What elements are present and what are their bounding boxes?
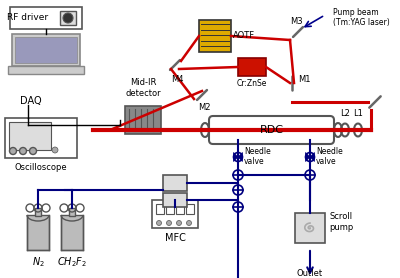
Bar xyxy=(163,175,187,191)
Text: Needle: Needle xyxy=(244,148,271,157)
Circle shape xyxy=(20,148,26,155)
Bar xyxy=(238,58,266,76)
Circle shape xyxy=(63,13,73,23)
Text: Scroll
pump: Scroll pump xyxy=(329,212,353,232)
Bar xyxy=(61,215,83,250)
Bar xyxy=(295,213,325,243)
Bar xyxy=(163,193,187,207)
Bar xyxy=(12,34,80,66)
Circle shape xyxy=(166,220,172,225)
Bar xyxy=(27,215,49,250)
Bar xyxy=(186,204,194,214)
Text: AOTF: AOTF xyxy=(233,31,255,41)
Bar xyxy=(69,208,75,216)
Bar xyxy=(8,66,84,73)
Circle shape xyxy=(156,220,162,225)
Text: RDC: RDC xyxy=(260,125,284,135)
Circle shape xyxy=(30,148,36,155)
Text: Outlet: Outlet xyxy=(297,269,323,278)
Text: Cr:ZnSe: Cr:ZnSe xyxy=(237,79,267,88)
Text: $N_2$: $N_2$ xyxy=(32,255,44,269)
Circle shape xyxy=(10,148,16,155)
Text: Oscilloscope: Oscilloscope xyxy=(15,163,67,172)
Text: $CH_2F_2$: $CH_2F_2$ xyxy=(57,255,87,269)
Text: MFC: MFC xyxy=(164,233,186,243)
Text: valve: valve xyxy=(316,157,337,165)
Text: M2: M2 xyxy=(198,103,210,112)
Polygon shape xyxy=(238,153,242,162)
Bar xyxy=(166,204,174,214)
Bar xyxy=(60,11,76,25)
Circle shape xyxy=(176,220,182,225)
Text: DAQ: DAQ xyxy=(20,96,42,106)
Text: valve: valve xyxy=(244,157,265,165)
Bar xyxy=(5,118,77,158)
Polygon shape xyxy=(306,153,310,162)
Circle shape xyxy=(52,147,58,153)
Text: M3: M3 xyxy=(290,17,302,26)
Bar xyxy=(15,37,77,63)
Text: Mid-IR
detector: Mid-IR detector xyxy=(125,78,161,98)
Text: L2: L2 xyxy=(340,109,350,118)
Text: Needle: Needle xyxy=(316,148,343,157)
Text: RF driver: RF driver xyxy=(8,14,48,23)
Polygon shape xyxy=(310,153,314,162)
Bar xyxy=(156,204,164,214)
Bar xyxy=(35,208,41,216)
Bar xyxy=(176,204,184,214)
FancyBboxPatch shape xyxy=(209,116,334,144)
Text: M4: M4 xyxy=(171,75,183,84)
Text: L1: L1 xyxy=(353,109,363,118)
Text: Pump beam
(Tm:YAG laser): Pump beam (Tm:YAG laser) xyxy=(333,8,390,28)
Bar xyxy=(10,7,82,29)
Bar xyxy=(199,20,231,52)
Bar xyxy=(125,106,161,134)
Polygon shape xyxy=(234,153,238,162)
Bar xyxy=(152,200,198,228)
Circle shape xyxy=(186,220,192,225)
Bar xyxy=(9,122,51,150)
Text: M1: M1 xyxy=(298,75,310,83)
